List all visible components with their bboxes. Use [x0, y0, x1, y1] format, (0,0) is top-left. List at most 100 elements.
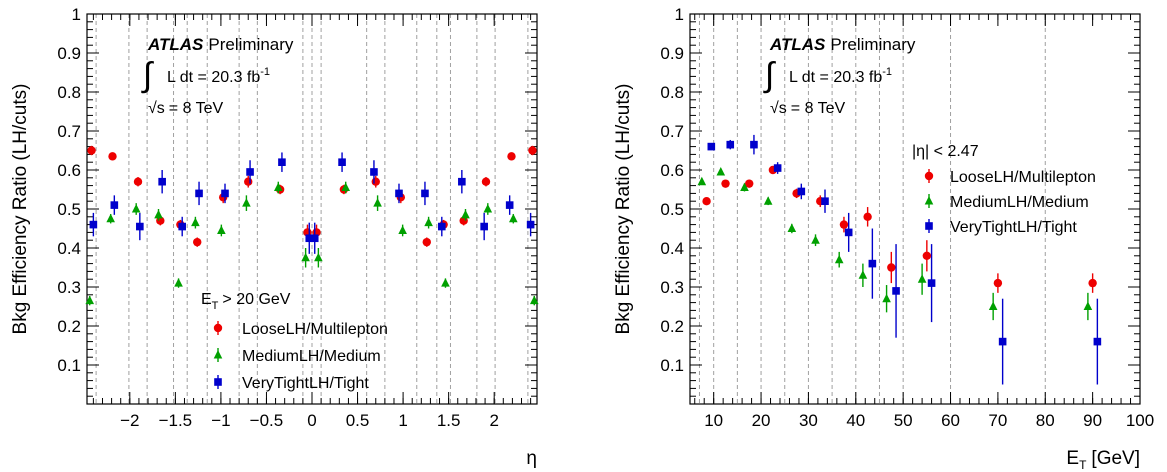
x-tick-label: 1.5 — [437, 411, 461, 430]
data-point — [217, 225, 226, 234]
data-point — [310, 234, 319, 243]
legend-marker — [213, 323, 223, 333]
legend-entries: LooseLH/Multilepton MediumLH/Medium VeryTi… — [213, 321, 388, 392]
lumi-text: L dt = 20.3 fb — [167, 69, 260, 86]
data-point — [917, 274, 927, 283]
x-tick-label: 100 — [1126, 411, 1154, 430]
data-point — [707, 142, 716, 151]
data-point — [370, 168, 378, 176]
data-point — [395, 189, 403, 198]
legend: |η| < 2.47 LooseLH/Multilepton MediumLH/M… — [912, 143, 1096, 236]
energy-text: = 8 TeV — [169, 100, 224, 117]
svg-text:√s= 8 TeV: √s = 8 TeV — [770, 100, 846, 117]
data-point — [1083, 301, 1093, 310]
y-tick-label: 0.9 — [57, 44, 81, 63]
data-point — [106, 213, 115, 223]
data-point — [89, 220, 98, 229]
data-point — [863, 212, 872, 221]
grid-lines — [698, 14, 1046, 404]
data-point — [244, 177, 253, 186]
data-point — [221, 189, 229, 198]
data-point — [529, 295, 539, 305]
y-axis-label: Bkg Efficiency Ratio (LH/cuts) — [613, 84, 634, 335]
data-point — [158, 177, 166, 186]
data-point — [526, 220, 535, 229]
y-tick-label: 0.2 — [660, 317, 684, 336]
legend-marker — [213, 350, 223, 359]
y-tick-label: 0.3 — [660, 278, 684, 297]
svg-text:√s= 8 TeV: √s = 8 TeV — [148, 100, 224, 117]
data-point — [371, 177, 380, 186]
atlas-label: ATLAS — [147, 35, 204, 54]
data-point — [422, 237, 431, 247]
lumi-text: L dt = 20.3 fb — [789, 69, 882, 86]
x-tick-label: 60 — [941, 411, 960, 430]
y-tick-label: 1 — [675, 5, 684, 24]
x-tick-label: −1 — [211, 411, 230, 430]
data-point — [480, 222, 488, 231]
data-point — [438, 222, 446, 231]
legend-label: LooseLH/Multilepton — [950, 169, 1096, 186]
lumi-exponent: -1 — [882, 66, 892, 78]
data-point — [441, 278, 450, 287]
x-tick-label: 2 — [489, 411, 498, 430]
x-tick-label: 1 — [398, 411, 407, 430]
x-tick-label: 70 — [988, 411, 1007, 430]
data-point — [505, 201, 514, 209]
x-tick-label: 30 — [799, 411, 818, 430]
y-tick-label: 0.3 — [57, 278, 81, 297]
svg-text:L dt = 20.3 fb-1: L dt = 20.3 fb-1 — [167, 66, 270, 86]
data-point — [398, 225, 407, 234]
data-point — [922, 251, 932, 260]
data-point — [726, 140, 735, 149]
data-point — [834, 254, 844, 264]
y-tick-label: 0.6 — [660, 161, 684, 180]
atlas-label: ATLAS — [769, 35, 826, 54]
data-point — [373, 198, 382, 207]
y-tick-label: 0.9 — [660, 44, 684, 63]
x-tick-label: −0.5 — [250, 411, 284, 430]
legend-entries: LooseLH/Multilepton MediumLH/Medium VeryTi… — [924, 169, 1096, 236]
y-tick-label: 0.2 — [57, 317, 81, 336]
data-point — [528, 146, 537, 155]
data-point — [87, 146, 96, 155]
sqrt-s: √s — [770, 100, 787, 117]
data-point — [483, 204, 493, 213]
data-point — [1093, 337, 1102, 346]
y-tick-label: 0.7 — [660, 122, 684, 141]
energy-text: = 8 TeV — [791, 100, 846, 117]
x-tick-label: −1.5 — [159, 411, 193, 430]
data-point — [892, 287, 900, 295]
series-verytightlh-tight — [89, 152, 535, 254]
atlas-preliminary: Preliminary — [830, 35, 916, 54]
data-point — [278, 158, 286, 166]
y-axis-label: Bkg Efficiency Ratio (LH/cuts) — [10, 84, 31, 335]
data-point — [341, 182, 351, 192]
axis-ticks: 0.1 0.2 0.3 0.4 0.5 0.6 0.7 0.8 0.9 1 −2 −1.5 −1 −0.5… — [57, 5, 537, 430]
y-tick-label: 0.1 — [660, 356, 684, 375]
data-points — [85, 145, 539, 306]
integral-symbol: ∫ — [763, 56, 776, 94]
legend: ET > 20 GeV LooseLH/Multilepton MediumLH/M… — [201, 291, 388, 392]
data-point — [154, 209, 163, 219]
legend-marker — [924, 171, 934, 181]
data-point — [882, 293, 891, 303]
data-point — [133, 177, 143, 186]
data-point — [1088, 278, 1097, 288]
sqrt-s: √s — [148, 100, 165, 117]
x-tick-label: 40 — [846, 411, 865, 430]
axis-ticks: 0.1 0.2 0.3 0.4 0.5 0.6 0.7 0.8 0.9 1 10 20 30 40 50 60… — [660, 5, 1154, 430]
data-point — [887, 263, 896, 272]
data-point — [421, 189, 429, 198]
y-tick-label: 0.8 — [660, 83, 684, 102]
data-point — [458, 177, 466, 186]
y-tick-label: 0.4 — [660, 239, 684, 258]
data-point — [85, 295, 95, 305]
data-point — [246, 168, 254, 176]
data-point — [858, 270, 868, 279]
data-point — [868, 259, 877, 268]
data-points — [697, 134, 1102, 385]
chart-eta: 0.1 0.2 0.3 0.4 0.5 0.6 0.7 0.8 0.9 1 −2 −1.5 −1 −0.5… — [10, 5, 539, 469]
